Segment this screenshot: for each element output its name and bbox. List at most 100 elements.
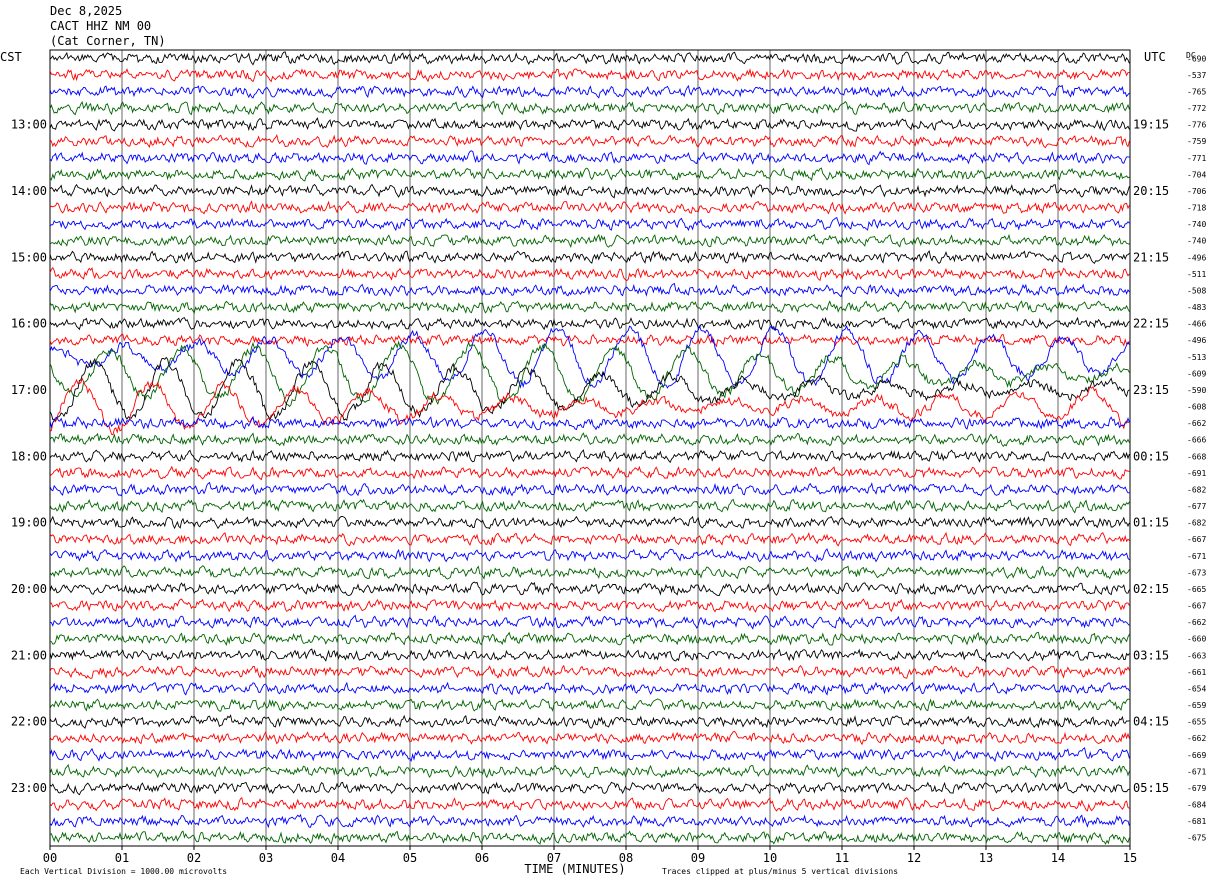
- trace-line: [49, 117, 1130, 132]
- right-hour-label: 00:15: [1133, 449, 1169, 463]
- dc-offset-label: -666: [1187, 436, 1206, 445]
- dc-offset-label: -765: [1187, 87, 1206, 96]
- x-tick-label: 00: [43, 851, 57, 865]
- trace-line: [49, 432, 1130, 448]
- dc-offset-label: -759: [1187, 137, 1206, 146]
- x-axis-label: TIME (MINUTES): [524, 862, 625, 876]
- dc-offset-label: -675: [1187, 834, 1206, 843]
- dc-offset-label: -771: [1187, 154, 1206, 163]
- dc-label: DC: [1186, 51, 1196, 60]
- dc-offset-label: -677: [1187, 502, 1206, 511]
- trace-line: [49, 548, 1130, 563]
- trace-line: [49, 183, 1130, 199]
- trace-line: [49, 697, 1130, 712]
- right-hour-label: 02:15: [1133, 582, 1169, 596]
- dc-offset-label: -679: [1187, 784, 1206, 793]
- trace-line: [49, 150, 1130, 166]
- right-axis-label: UTC: [1144, 50, 1166, 64]
- dc-offset-label: -772: [1187, 104, 1206, 113]
- dc-offset-label: -496: [1187, 336, 1206, 345]
- trace-line: [49, 681, 1130, 696]
- dc-offset-label: -659: [1187, 701, 1206, 710]
- trace-line: [49, 340, 1130, 408]
- trace-line: [49, 233, 1130, 249]
- x-tick-label: 06: [475, 851, 489, 865]
- dc-offset-label: -673: [1187, 568, 1206, 577]
- dc-offset-label: -511: [1187, 270, 1206, 279]
- trace-line: [49, 631, 1130, 647]
- trace-line: [49, 614, 1130, 630]
- right-hour-label: 23:15: [1133, 383, 1169, 397]
- dc-offset-label: -740: [1187, 220, 1206, 229]
- dc-offset-label: -660: [1187, 635, 1206, 644]
- x-tick-label: 11: [835, 851, 849, 865]
- trace-line: [49, 813, 1130, 829]
- dc-offset-label: -513: [1187, 353, 1206, 362]
- trace-line: [49, 781, 1130, 796]
- dc-offset-label: -667: [1187, 535, 1206, 544]
- trace-line: [49, 300, 1130, 315]
- dc-offset-label: -718: [1187, 204, 1206, 213]
- dc-offset-label: -654: [1187, 684, 1206, 693]
- left-hour-label: 18:00: [11, 449, 47, 463]
- dc-offset-label: -682: [1187, 485, 1206, 494]
- right-hour-label: 19:15: [1133, 118, 1169, 132]
- header-location: (Cat Corner, TN): [50, 34, 166, 48]
- right-hour-label: 22:15: [1133, 317, 1169, 331]
- trace-line: [49, 830, 1130, 845]
- left-hour-label: 14:00: [11, 184, 47, 198]
- dc-offset-label: -466: [1187, 320, 1206, 329]
- left-hour-label: 16:00: [11, 317, 47, 331]
- dc-offset-label: -690: [1187, 54, 1206, 63]
- dc-offset-label: -662: [1187, 419, 1206, 428]
- left-hour-label: 19:00: [11, 516, 47, 530]
- trace-line: [49, 84, 1130, 99]
- dc-offset-label: -684: [1187, 801, 1206, 810]
- dc-offset-label: -681: [1187, 817, 1206, 826]
- trace-line: [49, 581, 1130, 597]
- left-hour-label: 23:00: [11, 781, 47, 795]
- right-hour-label: 04:15: [1133, 715, 1169, 729]
- dc-offset-label: -740: [1187, 237, 1206, 246]
- trace-line: [49, 51, 1130, 66]
- trace-line: [49, 282, 1130, 298]
- dc-offset-label: -590: [1187, 386, 1206, 395]
- dc-offset-label: -667: [1187, 602, 1206, 611]
- right-hour-label: 21:15: [1133, 250, 1169, 264]
- left-axis-label: CST: [0, 50, 22, 64]
- trace-line: [49, 449, 1130, 464]
- dc-offset-label: -662: [1187, 734, 1206, 743]
- trace-line: [49, 133, 1130, 149]
- header-station: CACT HHZ NM 00: [50, 19, 152, 33]
- trace-line: [49, 481, 1130, 497]
- dc-offset-label: -661: [1187, 668, 1206, 677]
- x-tick-label: 09: [691, 851, 705, 865]
- dc-offset-label: -537: [1187, 71, 1206, 80]
- x-tick-label: 08: [619, 851, 633, 865]
- trace-line: [49, 531, 1130, 547]
- left-hour-label: 20:00: [11, 582, 47, 596]
- trace-line: [49, 498, 1130, 514]
- dc-offset-label: -668: [1187, 452, 1206, 461]
- x-tick-label: 15: [1123, 851, 1137, 865]
- trace-line: [49, 598, 1130, 613]
- left-hour-label: 15:00: [11, 250, 47, 264]
- trace-line: [49, 465, 1130, 481]
- trace-line: [49, 565, 1130, 580]
- trace-line: [49, 101, 1130, 116]
- x-tick-label: 07: [547, 851, 561, 865]
- dc-offset-label: -508: [1187, 286, 1206, 295]
- left-hour-label: 21:00: [11, 648, 47, 662]
- trace-line: [49, 167, 1130, 182]
- x-tick-label: 04: [331, 851, 345, 865]
- right-hour-label: 20:15: [1133, 184, 1169, 198]
- footer-clip-note: Traces clipped at plus/minus 5 vertical …: [662, 867, 899, 876]
- trace-line: [49, 250, 1130, 265]
- right-hour-label: 05:15: [1133, 781, 1169, 795]
- trace-line: [49, 731, 1130, 746]
- trace-line: [49, 333, 1130, 348]
- x-tick-label: 14: [1051, 851, 1065, 865]
- trace-line: [49, 664, 1130, 679]
- x-tick-label: 03: [259, 851, 273, 865]
